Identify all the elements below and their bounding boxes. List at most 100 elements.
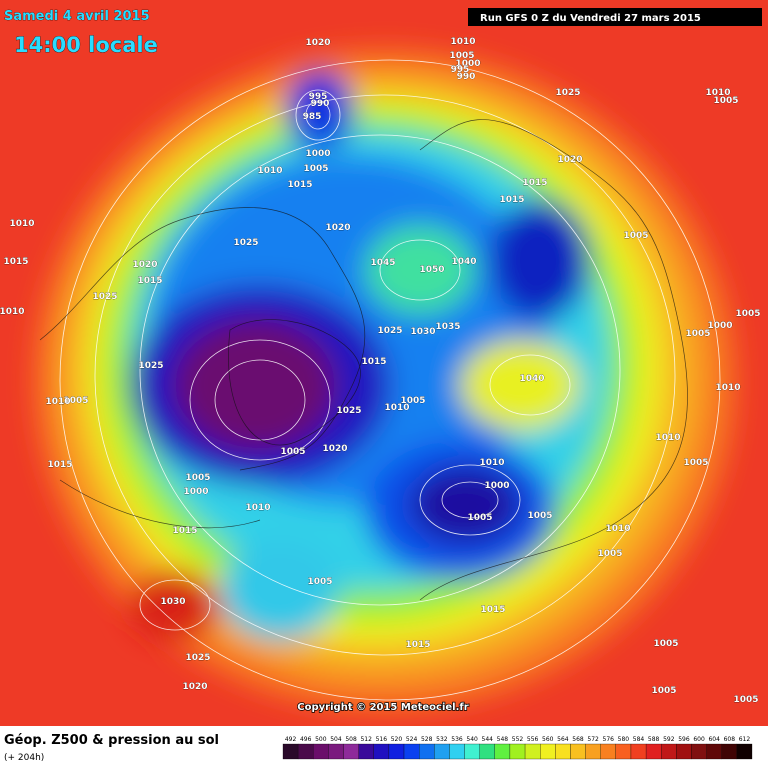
legend-swatch [464,743,480,760]
run-info-box [468,8,762,26]
isobar-label: 1005 [713,96,738,106]
date-line: Samedi 4 avril 2015 [4,9,150,24]
isobar-label: 1040 [451,257,476,267]
height-field [0,0,768,726]
isobar-label: 1020 [325,223,350,233]
isobar-label: 1025 [377,326,402,336]
copyright: Copyright © 2015 Meteociel.fr [297,702,468,713]
isobar-label: 1010 [450,37,475,47]
isobar-label: 1005 [735,309,760,319]
legend-swatch [691,743,707,760]
isobar-label: 1005 [685,329,710,339]
isobar-label: 1035 [435,322,460,332]
legend-level: 496 [300,736,312,743]
isobar-label: 1020 [132,260,157,270]
legend-swatch [479,743,495,760]
legend-level: 608 [724,736,736,743]
isobar-label: 1000 [183,487,208,497]
legend-level: 572 [587,736,599,743]
isobar-label: 1010 [0,307,25,317]
footer-title: Géop. Z500 & pression au sol [4,733,219,748]
legend-level: 548 [497,736,509,743]
legend-swatch [676,743,692,760]
legend-level: 536 [451,736,463,743]
legend: 492 496 500 504 508 512 516 520 524 528 532 536 540 5… [282,736,753,760]
legend-level: 516 [376,736,388,743]
isobar-label: 1015 [405,640,430,650]
legend-level: 500 [315,736,327,743]
coastlines [39,119,688,601]
isobar-label: 1005 [651,686,676,696]
legend-swatch [328,743,344,760]
legend-level: 592 [663,736,675,743]
isobar-label: 1005 [185,473,210,483]
legend-level: 532 [436,736,448,743]
isobar-label: 1020 [557,155,582,165]
legend-swatch [615,743,632,760]
legend-swatch [373,743,390,760]
legend-level: 524 [406,736,418,743]
footer-lead: (+ 204h) [4,753,44,763]
isobar-label: 1025 [92,292,117,302]
isobar-label: 1010 [479,458,504,468]
isobar-label: 1015 [361,357,386,367]
legend-swatch [419,743,435,760]
legend-level: 576 [603,736,615,743]
legend-level: 544 [482,736,494,743]
legend-swatch [282,743,299,760]
isobar-label: 1005 [63,396,88,406]
isobar-label: 1015 [522,178,547,188]
isobar-label: 1015 [172,526,197,536]
isobar-label: 1010 [705,88,730,98]
legend-swatch [706,743,722,760]
isobar-label: 1005 [303,164,328,174]
legend-level: 504 [330,736,342,743]
isobar-label: 1000 [455,59,480,69]
legend-level: 560 [542,736,554,743]
legend-level: 492 [285,736,297,743]
run-info: Run GFS 0 Z du Vendredi 27 mars 2015 [480,13,701,24]
legend-swatch [388,743,405,760]
isobar-label: 1015 [47,460,72,470]
legend-swatch [524,743,541,760]
legend-swatch [494,743,511,760]
isobar-label: 1000 [707,321,732,331]
isobar-label: 995 [451,65,470,75]
isobar-label: 1010 [605,524,630,534]
isobar-label: 1005 [683,458,708,468]
legend-swatch [661,743,677,760]
isobar-label: 1025 [185,653,210,663]
legend-level: 564 [557,736,569,743]
isobar-label: 1020 [322,444,347,454]
isobar-label: 1015 [3,257,28,267]
isobar-label: 990 [457,72,476,82]
isobar-label: 1010 [715,383,740,393]
isobar-label: 1005 [527,511,552,521]
isobar-label: 985 [303,112,322,122]
isobar-label: 1005 [449,51,474,61]
isobar-label: 1005 [653,639,678,649]
legend-level: 552 [512,736,524,743]
isobar-label: 1005 [280,447,305,457]
legend-swatch [313,743,329,760]
isobar-label: 1010 [245,503,270,513]
legend-level: 604 [708,736,720,743]
isobar-label: 1015 [137,276,162,286]
legend-swatch [570,743,586,760]
isobar-label: 1010 [257,166,282,176]
legend-swatch [509,743,526,760]
legend-level: 568 [572,736,584,743]
legend-level: 528 [421,736,433,743]
isobar-label: 1025 [555,88,580,98]
isobar-label: 1020 [305,38,330,48]
legend-swatch [555,743,571,760]
isobar-label: 1005 [623,231,648,241]
isobar-label: 1040 [519,374,544,384]
legend-swatch [721,743,738,760]
legend-level: 580 [618,736,630,743]
isobar-label: 1015 [499,195,524,205]
legend-swatch [585,743,601,760]
isobar-label: 1025 [233,238,258,248]
